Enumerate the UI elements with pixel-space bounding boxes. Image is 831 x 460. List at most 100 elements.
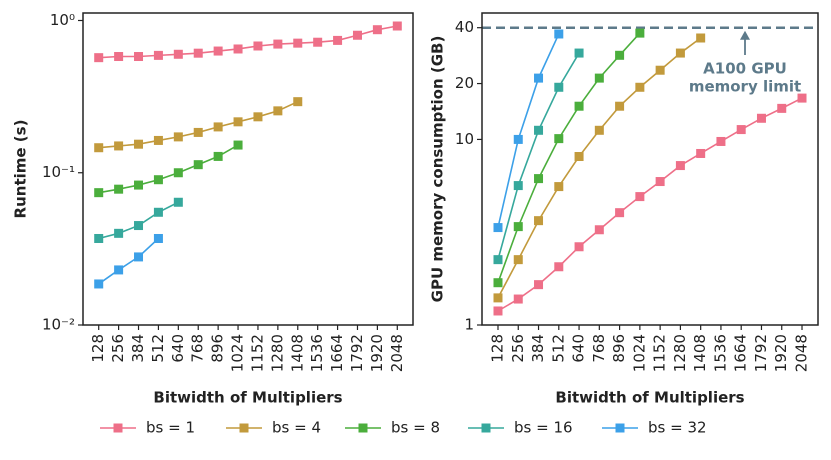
legend-marker	[481, 423, 491, 433]
x-tick-label: 1536	[308, 334, 326, 372]
marker	[696, 148, 706, 158]
x-tick-label: 2048	[388, 334, 406, 372]
marker	[635, 28, 645, 38]
x-tick-label: 640	[570, 334, 588, 363]
marker	[114, 184, 124, 194]
marker	[94, 188, 104, 198]
marker	[574, 242, 584, 252]
marker	[333, 35, 343, 45]
marker	[134, 139, 144, 149]
legend-label: bs = 4	[272, 419, 321, 437]
marker	[513, 255, 523, 265]
marker	[193, 48, 203, 58]
marker	[153, 175, 163, 185]
marker	[253, 41, 263, 51]
marker	[554, 262, 564, 272]
x-tick-label: 768	[590, 334, 608, 363]
x-tick-label: 1024	[229, 334, 247, 372]
arrow-head	[740, 30, 750, 40]
x-tick-label: 384	[529, 334, 547, 363]
marker	[493, 293, 503, 303]
x-axis-label: Bitwidth of Multipliers	[555, 389, 744, 407]
legend-label: bs = 32	[648, 419, 707, 437]
marker	[253, 112, 263, 122]
marker	[493, 223, 503, 233]
marker	[513, 222, 523, 232]
series-line	[497, 97, 803, 312]
x-tick-label: 1152	[248, 334, 266, 372]
marker	[94, 53, 104, 63]
marker	[293, 97, 303, 107]
marker	[777, 103, 787, 113]
y-tick-label: 20	[455, 74, 474, 92]
marker	[352, 30, 362, 40]
series-line	[98, 201, 179, 240]
marker	[534, 280, 544, 290]
y-tick-label: 10	[455, 130, 474, 148]
marker	[273, 39, 283, 49]
marker	[554, 82, 564, 92]
marker	[736, 125, 746, 135]
y-tick-label: 40	[455, 18, 474, 36]
marker	[513, 134, 523, 144]
marker	[574, 101, 584, 111]
series-line	[98, 100, 299, 149]
marker	[193, 160, 203, 170]
y-tick-label: 10⁻²	[42, 316, 75, 334]
plot-frame	[82, 12, 414, 326]
x-tick-label: 2048	[793, 334, 811, 372]
x-tick-label: 1664	[732, 334, 750, 372]
x-tick-label: 128	[488, 334, 506, 363]
y-tick-label: 10⁻¹	[42, 163, 75, 181]
marker	[213, 151, 223, 161]
marker	[493, 278, 503, 288]
marker	[134, 221, 144, 231]
x-tick-label: 1920	[772, 334, 790, 372]
marker	[534, 125, 544, 135]
marker	[594, 225, 604, 235]
x-tick-label: 1280	[268, 334, 286, 372]
marker	[173, 49, 183, 59]
marker	[153, 135, 163, 145]
marker	[615, 50, 625, 60]
series-line	[497, 52, 580, 260]
marker	[313, 37, 323, 47]
marker	[94, 233, 104, 243]
legend-marker	[358, 423, 368, 433]
x-tick-label: 896	[610, 334, 628, 363]
x-tick-label: 1536	[711, 334, 729, 372]
marker	[134, 180, 144, 190]
marker	[233, 140, 243, 150]
legend-marker	[239, 423, 249, 433]
marker	[153, 233, 163, 243]
marker	[153, 50, 163, 60]
marker	[655, 65, 665, 75]
legend-label: bs = 1	[146, 419, 195, 437]
marker	[134, 252, 144, 262]
marker	[675, 161, 685, 171]
marker	[94, 279, 104, 289]
marker	[797, 93, 807, 103]
marker	[574, 48, 584, 58]
marker	[554, 182, 564, 192]
marker	[615, 208, 625, 218]
series-line	[497, 33, 560, 228]
marker	[273, 106, 283, 116]
plot-frame	[481, 12, 819, 326]
marker	[756, 113, 766, 123]
marker	[615, 101, 625, 111]
marker	[114, 265, 124, 275]
marker	[655, 177, 665, 187]
marker	[153, 207, 163, 217]
marker	[554, 134, 564, 144]
legend-marker	[615, 423, 625, 433]
annotation: A100 GPU	[703, 60, 787, 78]
x-tick-label: 512	[549, 334, 567, 363]
marker	[233, 117, 243, 127]
x-tick-label: 1152	[651, 334, 669, 372]
legend-label: bs = 16	[514, 419, 573, 437]
marker	[173, 197, 183, 207]
x-tick-label: 256	[109, 334, 127, 363]
marker	[493, 255, 503, 265]
marker	[134, 52, 144, 62]
